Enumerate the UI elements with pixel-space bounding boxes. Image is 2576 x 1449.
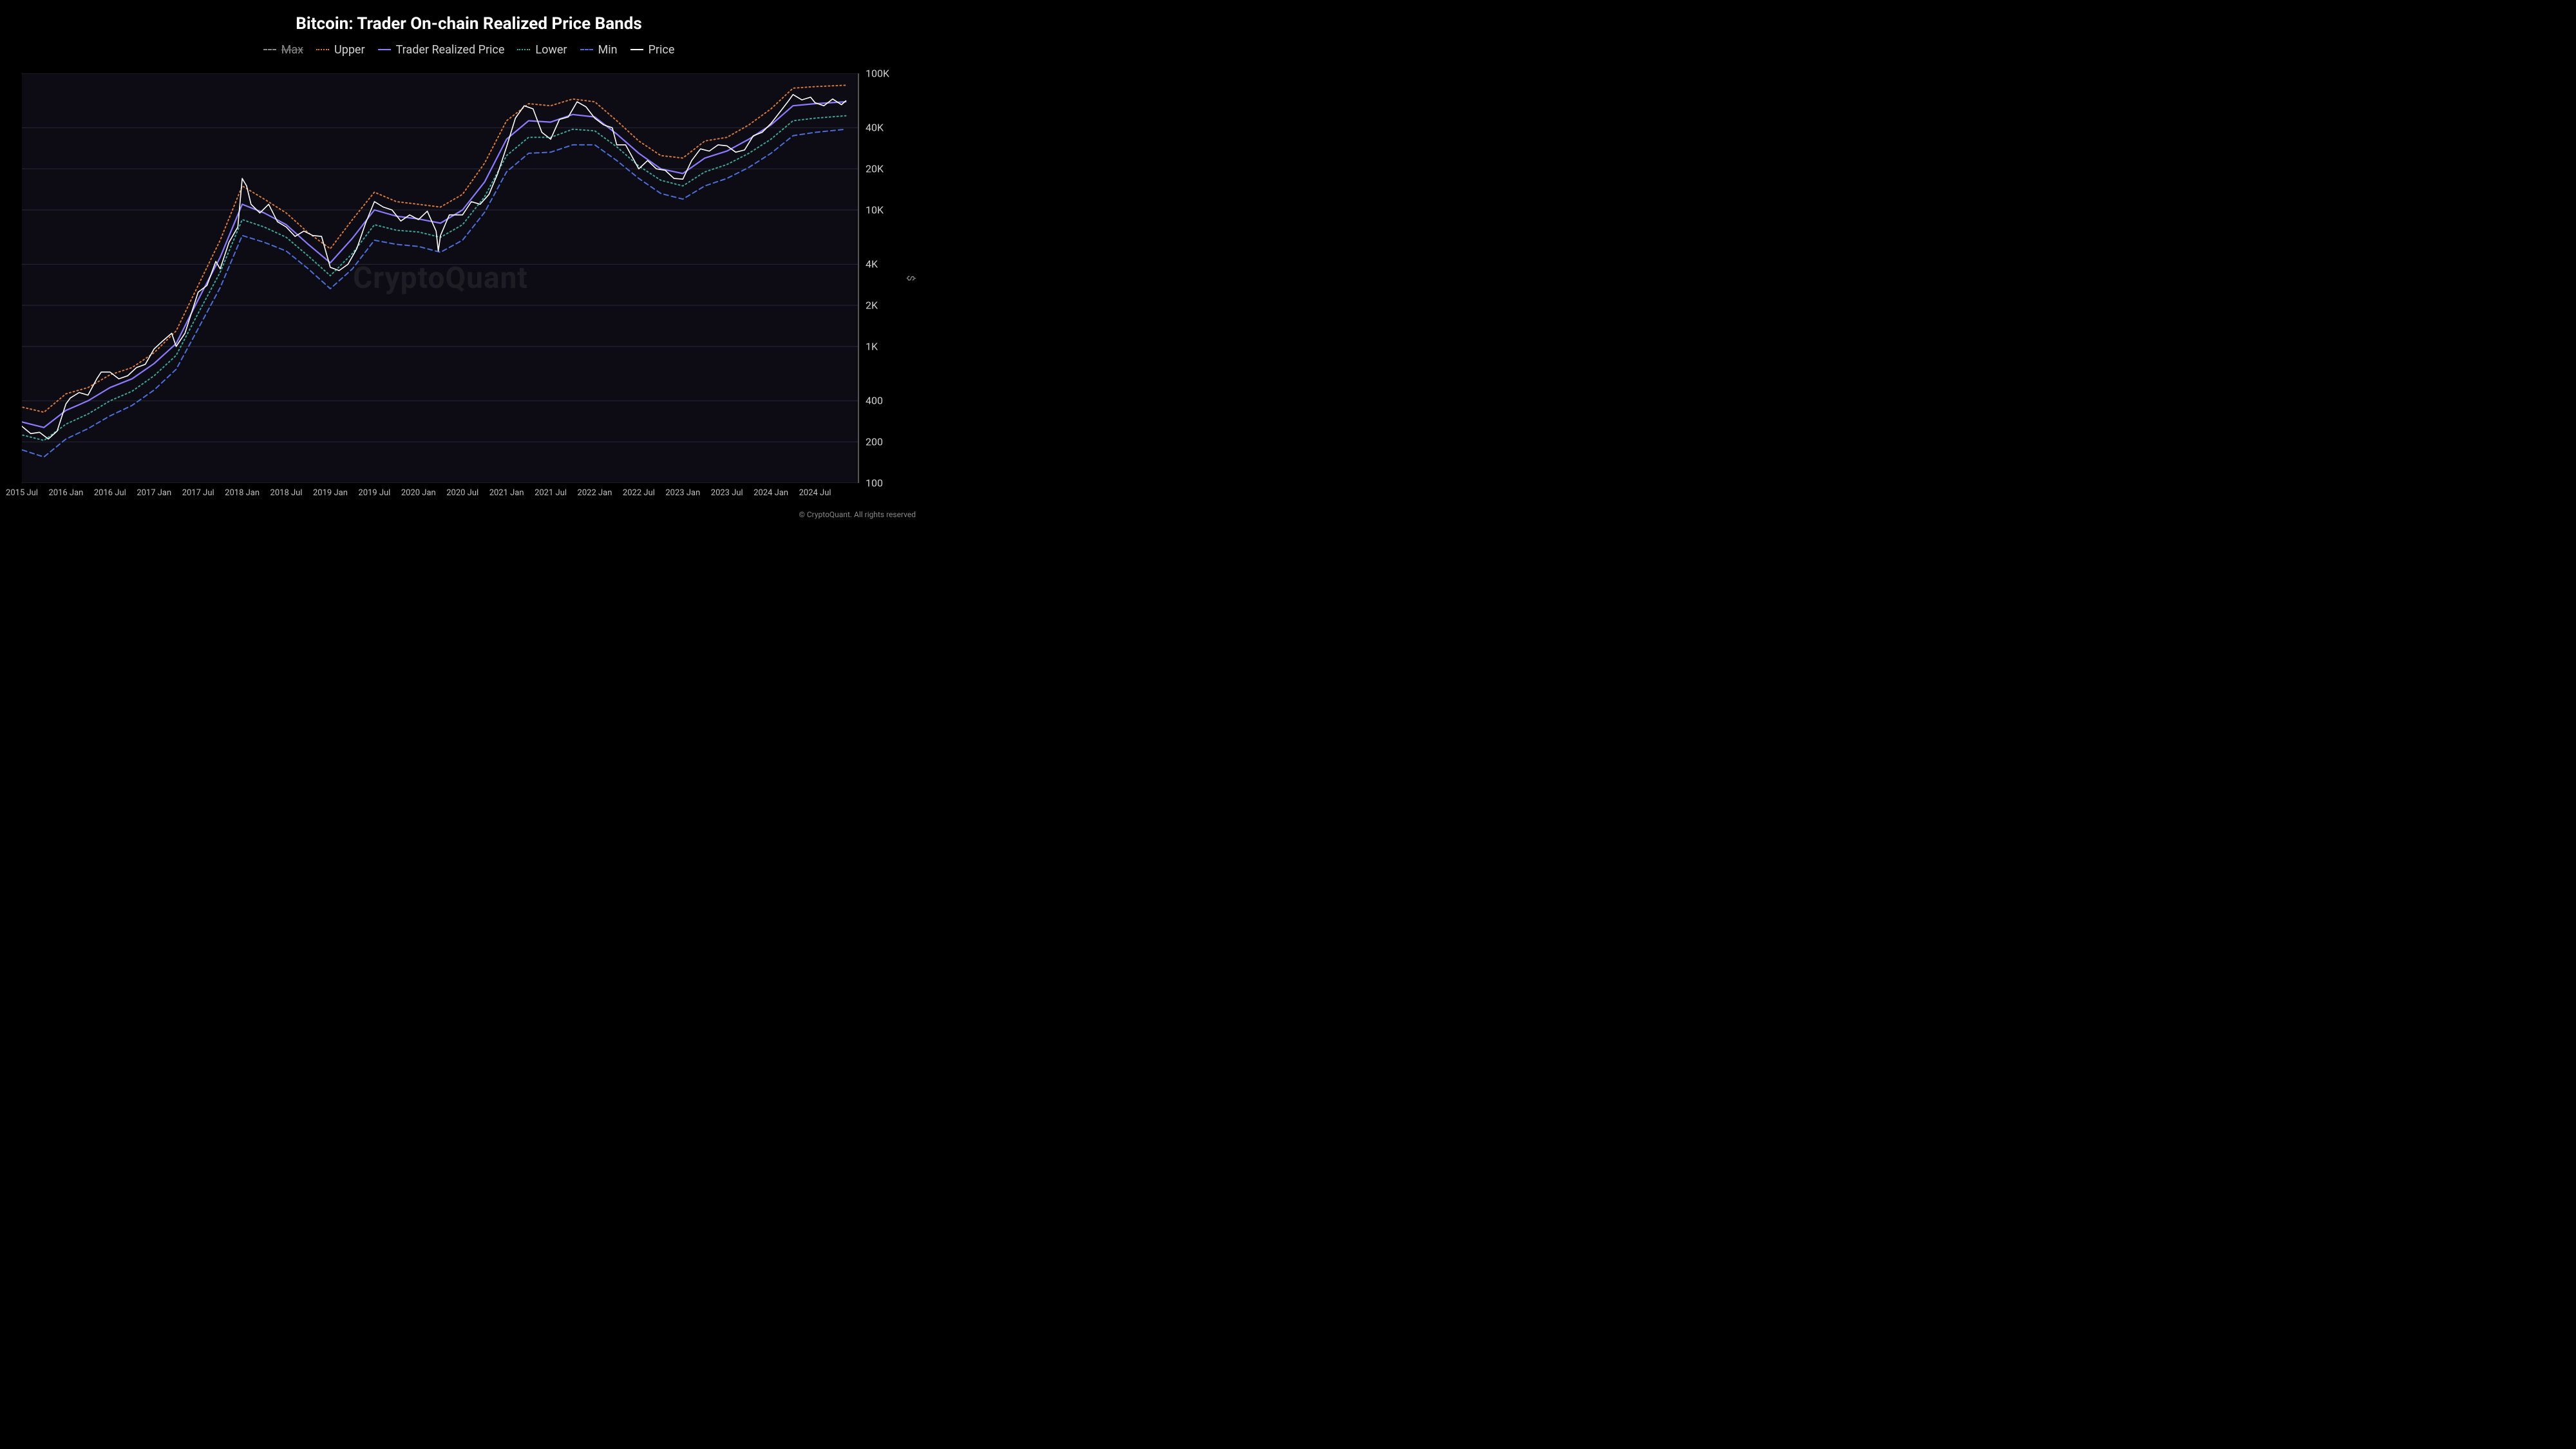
x-tick-label: 2023 Jul <box>711 488 743 498</box>
y-tick-label: 10K <box>866 204 884 216</box>
legend-item-min[interactable]: Min <box>580 43 618 57</box>
y-tick-label: 20K <box>866 163 884 175</box>
x-tick-label: 2022 Jan <box>578 488 612 498</box>
x-tick-label: 2022 Jul <box>623 488 655 498</box>
legend-swatch-lower <box>517 49 530 50</box>
y-axis-label: $ <box>905 276 917 281</box>
legend-swatch-trader <box>378 49 391 50</box>
x-tick-label: 2018 Jan <box>225 488 260 498</box>
legend-item-lower[interactable]: Lower <box>517 43 567 57</box>
x-tick-label: 2021 Jul <box>535 488 567 498</box>
y-tick-label: 200 <box>866 436 883 448</box>
chart-legend: Max Upper Trader Realized Price Lower Min Pri… <box>0 40 938 57</box>
y-tick-label: 400 <box>866 395 883 407</box>
y-tick-label: 40K <box>866 122 884 134</box>
y-tick-label: 100 <box>866 477 883 489</box>
x-tick-label: 2020 Jan <box>401 488 436 498</box>
x-tick-label: 2016 Jul <box>94 488 126 498</box>
legend-label-price: Price <box>649 43 675 57</box>
chart-svg <box>22 73 859 483</box>
x-tick-label: 2017 Jan <box>137 488 171 498</box>
legend-label-trader: Trader Realized Price <box>396 43 505 57</box>
legend-swatch-price <box>630 49 643 50</box>
x-tick-label: 2019 Jul <box>358 488 390 498</box>
legend-label-lower: Lower <box>535 43 567 57</box>
chart-plot-area: CryptoQuant <box>22 73 859 483</box>
x-tick-label: 2023 Jan <box>665 488 700 498</box>
x-tick-label: 2021 Jan <box>489 488 524 498</box>
legend-item-max[interactable]: Max <box>263 43 303 57</box>
x-tick-label: 2015 Jul <box>6 488 38 498</box>
legend-item-upper[interactable]: Upper <box>316 43 365 57</box>
copyright-text: © CryptoQuant. All rights reserved <box>799 510 916 519</box>
legend-item-trader[interactable]: Trader Realized Price <box>378 43 505 57</box>
x-tick-label: 2024 Jan <box>753 488 788 498</box>
legend-swatch-upper <box>316 49 329 50</box>
x-tick-label: 2017 Jul <box>182 488 214 498</box>
x-tick-label: 2024 Jul <box>799 488 831 498</box>
y-tick-label: 4K <box>866 258 878 270</box>
chart-title: Bitcoin: Trader On-chain Realized Price … <box>0 0 938 33</box>
legend-item-price[interactable]: Price <box>630 43 675 57</box>
x-tick-label: 2016 Jan <box>48 488 83 498</box>
x-tick-label: 2020 Jul <box>446 488 478 498</box>
legend-swatch-max <box>263 49 276 50</box>
legend-label-min: Min <box>598 43 618 57</box>
y-axis-ticks: 1002004001K2K4K10K20K40K100K <box>866 73 904 483</box>
y-tick-label: 1K <box>866 341 878 353</box>
y-tick-label: 2K <box>866 299 878 312</box>
legend-swatch-min <box>580 49 593 50</box>
chart-container: Bitcoin: Trader On-chain Realized Price … <box>0 0 938 526</box>
x-tick-label: 2019 Jan <box>313 488 348 498</box>
legend-label-upper: Upper <box>334 43 365 57</box>
x-tick-label: 2018 Jul <box>270 488 303 498</box>
legend-label-max: Max <box>281 43 303 57</box>
y-tick-label: 100K <box>866 68 889 80</box>
